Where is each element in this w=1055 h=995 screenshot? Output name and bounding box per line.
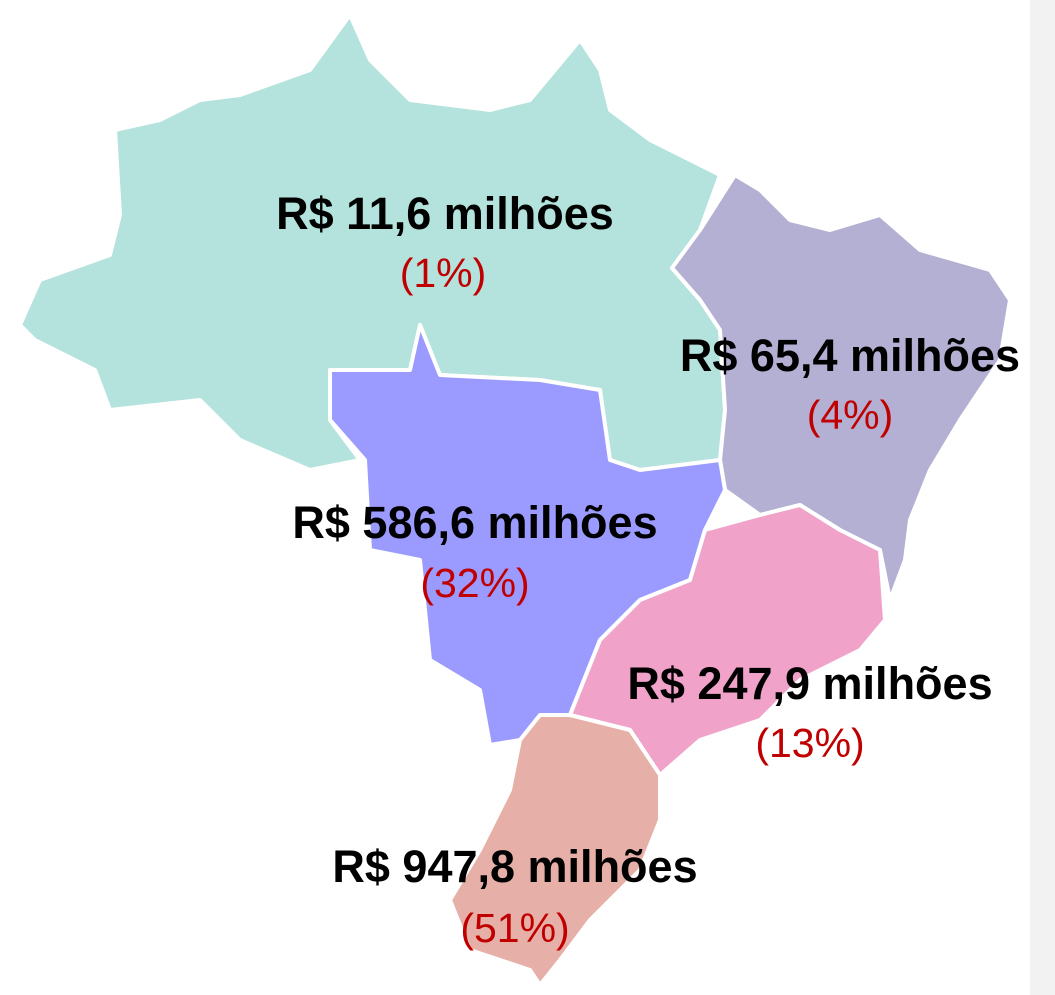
region-share: (51%): [460, 905, 569, 951]
labels: R$ 11,6 milhões (1%) R$ 65,4 milhões (4%) R$…: [276, 188, 1020, 951]
region-southeast: [568, 503, 887, 777]
region-amount: R$ 947,8 milhões: [332, 841, 697, 892]
side-strip: [1030, 0, 1055, 995]
region-northeast: [670, 173, 1012, 602]
region-share: (32%): [420, 560, 529, 606]
region-amount: R$ 586,6 milhões: [292, 497, 657, 548]
region-share: (1%): [400, 250, 487, 296]
region-amount: R$ 11,6 milhões: [276, 188, 614, 239]
region-share: (13%): [755, 720, 864, 766]
region-amount: R$ 247,9 milhões: [627, 658, 992, 709]
region-share: (4%): [807, 392, 894, 438]
region-amount: R$ 65,4 milhões: [680, 330, 1020, 381]
region-south: [448, 713, 662, 987]
